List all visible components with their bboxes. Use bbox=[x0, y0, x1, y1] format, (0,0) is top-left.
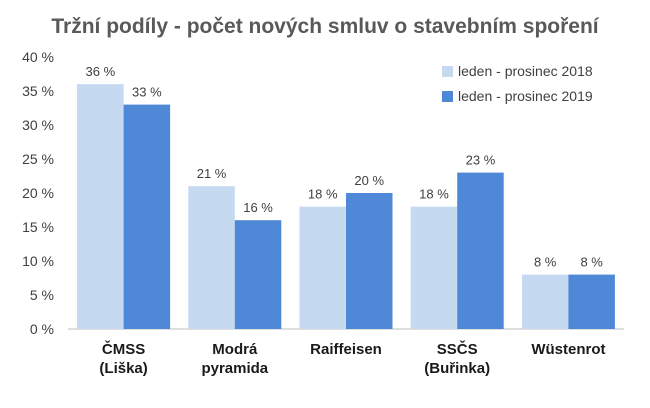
bar bbox=[457, 172, 504, 329]
x-axis: ČMSS (Liška) Modrá pyramida Raiffeisen SSČS (B… bbox=[99, 340, 605, 377]
category-label: ČMSS bbox=[102, 340, 145, 358]
legend-label: leden - prosinec 2018 bbox=[458, 63, 593, 79]
y-tick-label: 40 % bbox=[22, 49, 54, 65]
bar bbox=[188, 186, 235, 329]
legend-label: leden - prosinec 2019 bbox=[458, 88, 593, 104]
bar bbox=[568, 274, 615, 329]
data-label: 36 % bbox=[86, 64, 116, 79]
bar bbox=[77, 84, 124, 329]
category-label: Modrá bbox=[212, 341, 258, 358]
bar bbox=[521, 274, 569, 329]
data-label: 21 % bbox=[197, 166, 227, 181]
data-label: 16 % bbox=[243, 200, 273, 215]
category-label: pyramida bbox=[201, 360, 268, 377]
bar bbox=[234, 220, 282, 329]
y-axis: 0 % 5 % 10 % 15 % 20 % 25 % 30 % 35 % 40 % bbox=[22, 49, 54, 337]
bar bbox=[299, 206, 346, 329]
chart-title: Tržní podíly - počet nových smluv o stav… bbox=[51, 15, 599, 38]
data-label: 23 % bbox=[466, 153, 496, 168]
category-label: SSČS bbox=[437, 340, 478, 358]
y-tick-label: 0 % bbox=[30, 321, 54, 337]
bar bbox=[123, 104, 171, 329]
bar bbox=[410, 206, 458, 329]
y-tick-label: 35 % bbox=[22, 83, 54, 99]
legend: leden - prosinec 2018 leden - prosinec 20… bbox=[442, 63, 593, 104]
y-tick-label: 25 % bbox=[22, 151, 54, 167]
y-tick-label: 30 % bbox=[22, 117, 54, 133]
data-label: 18 % bbox=[419, 187, 449, 202]
bar bbox=[346, 193, 393, 329]
data-label: 20 % bbox=[354, 173, 384, 188]
data-label: 8 % bbox=[534, 255, 557, 270]
legend-swatch bbox=[442, 66, 453, 77]
category-label: Raiffeisen bbox=[310, 341, 382, 358]
category-label: (Liška) bbox=[99, 360, 147, 377]
y-tick-label: 5 % bbox=[30, 287, 54, 303]
category-label: (Buřinka) bbox=[424, 360, 490, 377]
bars: 36 % 21 % 18 % 18 % 8 % 33 % 16 % 20 % 23 % 8 % bbox=[77, 64, 615, 329]
y-tick-label: 20 % bbox=[22, 185, 54, 201]
data-label: 18 % bbox=[308, 187, 338, 202]
y-tick-label: 15 % bbox=[22, 219, 54, 235]
data-label: 8 % bbox=[580, 255, 603, 270]
data-label: 33 % bbox=[132, 85, 162, 100]
legend-swatch bbox=[442, 91, 453, 102]
category-label: Wüstenrot bbox=[531, 341, 605, 358]
y-tick-label: 10 % bbox=[22, 253, 54, 269]
